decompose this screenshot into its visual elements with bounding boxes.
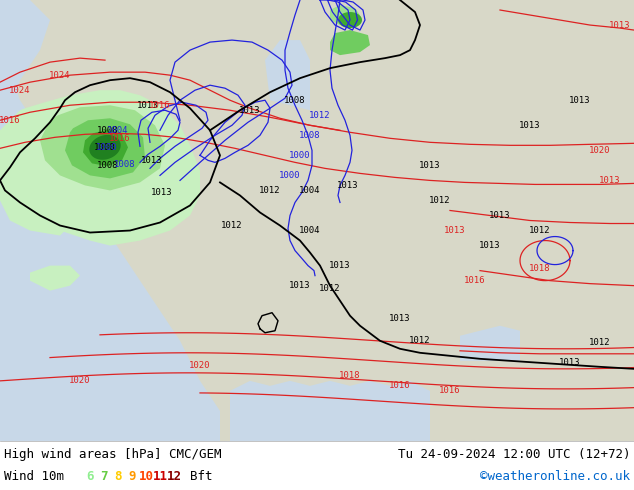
Text: 12: 12 <box>167 470 181 483</box>
Text: 1012: 1012 <box>429 196 451 205</box>
Text: 1016: 1016 <box>0 116 21 125</box>
Text: 6: 6 <box>86 470 94 483</box>
Text: 11: 11 <box>153 470 167 483</box>
Text: 1013: 1013 <box>137 101 158 110</box>
Text: 7: 7 <box>100 470 108 483</box>
Text: Tu 24-09-2024 12:00 UTC (12+72): Tu 24-09-2024 12:00 UTC (12+72) <box>398 448 630 461</box>
Text: 1013: 1013 <box>389 314 411 323</box>
Polygon shape <box>330 5 360 25</box>
Polygon shape <box>0 0 220 441</box>
Polygon shape <box>65 118 145 178</box>
Polygon shape <box>0 90 200 245</box>
Text: 1013: 1013 <box>329 261 351 270</box>
Text: 1012: 1012 <box>410 336 430 345</box>
Polygon shape <box>40 105 165 191</box>
Text: 1012: 1012 <box>259 186 281 195</box>
Text: 1013: 1013 <box>337 181 359 190</box>
Polygon shape <box>330 30 370 55</box>
Text: 1013: 1013 <box>559 358 581 368</box>
Text: 1012: 1012 <box>309 111 331 120</box>
Text: 1013: 1013 <box>489 211 511 220</box>
Text: 1018: 1018 <box>339 371 361 380</box>
Text: 1016: 1016 <box>389 381 411 391</box>
Text: 1024: 1024 <box>49 71 71 80</box>
Text: 1013: 1013 <box>152 188 172 197</box>
Text: 1020: 1020 <box>589 146 611 155</box>
Text: 1013: 1013 <box>519 121 541 130</box>
Polygon shape <box>0 175 70 236</box>
Text: Wind 10m: Wind 10m <box>4 470 64 483</box>
Text: 1013: 1013 <box>609 21 631 29</box>
Text: 1000: 1000 <box>289 151 311 160</box>
Text: 1000: 1000 <box>96 143 118 152</box>
Text: 1013: 1013 <box>419 161 441 170</box>
Text: 1013: 1013 <box>289 281 311 290</box>
Text: 1008: 1008 <box>114 160 136 169</box>
Text: 9: 9 <box>128 470 136 483</box>
Text: 1012: 1012 <box>529 226 551 235</box>
Text: 10: 10 <box>138 470 153 483</box>
Polygon shape <box>338 12 362 28</box>
Text: 1013: 1013 <box>444 226 466 235</box>
Text: 1000: 1000 <box>94 143 116 152</box>
Text: 1016: 1016 <box>464 276 486 285</box>
Polygon shape <box>460 326 520 361</box>
Text: High wind areas [hPa] CMC/GEM: High wind areas [hPa] CMC/GEM <box>4 448 221 461</box>
Text: 1020: 1020 <box>69 376 91 385</box>
Polygon shape <box>230 381 430 441</box>
Text: 1008: 1008 <box>284 96 306 105</box>
Text: ©weatheronline.co.uk: ©weatheronline.co.uk <box>480 470 630 483</box>
Text: 1013: 1013 <box>141 156 163 165</box>
Polygon shape <box>89 135 120 160</box>
Text: 1004: 1004 <box>299 186 321 195</box>
Text: 1013: 1013 <box>479 241 501 250</box>
Text: 1000: 1000 <box>279 171 301 180</box>
Polygon shape <box>265 40 310 110</box>
Text: Bft: Bft <box>190 470 212 483</box>
Text: 1004: 1004 <box>107 126 129 135</box>
Text: 1016: 1016 <box>109 134 131 143</box>
Text: 1008: 1008 <box>97 161 119 170</box>
Text: 1024: 1024 <box>10 86 31 95</box>
Text: 1004: 1004 <box>299 226 321 235</box>
Polygon shape <box>30 266 80 291</box>
Text: 1016: 1016 <box>149 101 171 110</box>
Text: 1008: 1008 <box>299 131 321 140</box>
Text: 1008: 1008 <box>97 126 119 135</box>
Text: 1020: 1020 <box>190 361 210 370</box>
Text: 1018: 1018 <box>529 264 551 273</box>
Text: 1013: 1013 <box>239 106 261 115</box>
Text: 1012: 1012 <box>221 221 243 230</box>
Text: 1013: 1013 <box>569 96 591 105</box>
Text: 1012: 1012 <box>320 284 340 293</box>
Text: 1013: 1013 <box>599 176 621 185</box>
Text: 1012: 1012 <box>589 338 611 347</box>
Text: 8: 8 <box>114 470 122 483</box>
Polygon shape <box>0 0 120 441</box>
Polygon shape <box>83 129 128 167</box>
Text: 1016: 1016 <box>439 387 461 395</box>
